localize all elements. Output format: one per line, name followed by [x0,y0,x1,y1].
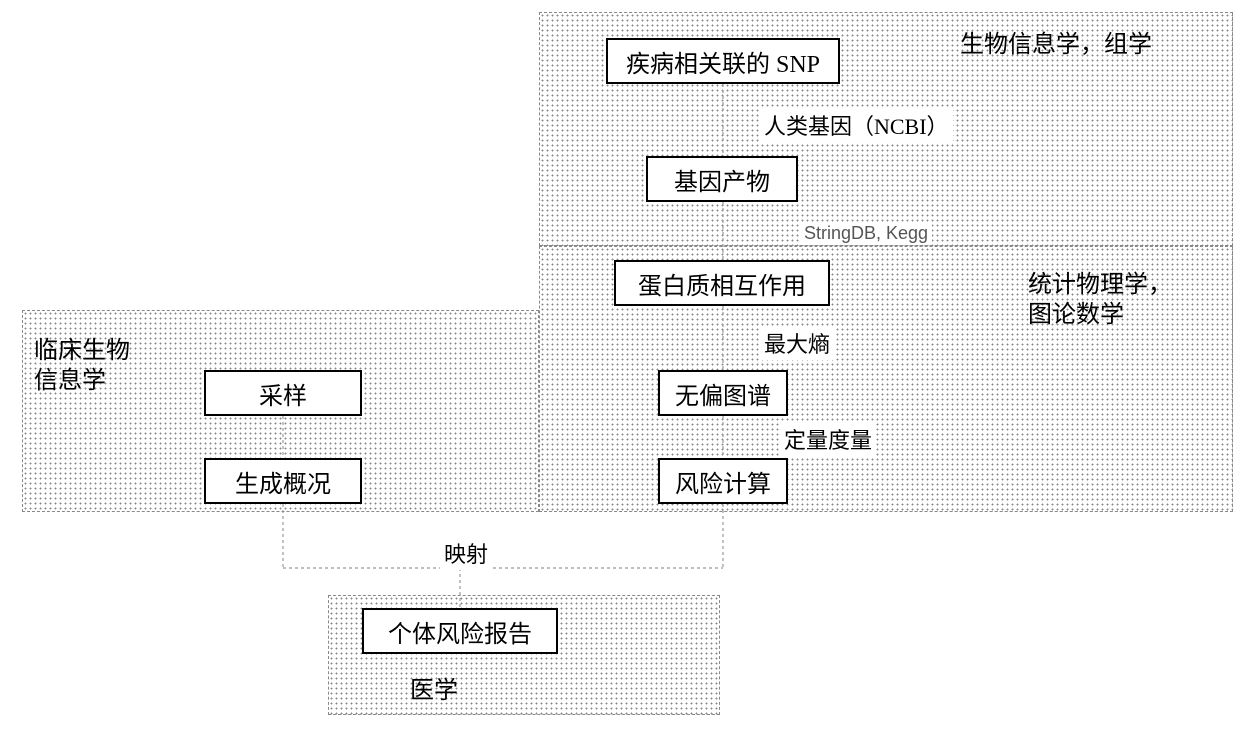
label-medicine: 医学 [410,676,458,706]
edge-label-mapping: 映射 [440,536,492,570]
label-statistical-physics: 统计物理学， 图论数学 [1028,270,1172,330]
node-sampling: 采样 [204,370,362,416]
node-risk-calculation: 风险计算 [658,458,788,504]
edge-label-quantitative-measure: 定量度量 [780,422,876,456]
edge-label-max-entropy: 最大熵 [760,326,834,360]
node-protein-interaction: 蛋白质相互作用 [614,260,830,306]
edge-label-ncbi: 人类基因（NCBI） [760,108,953,142]
node-disease-snp: 疾病相关联的 SNP [606,38,840,84]
label-bioinformatics: 生物信息学，组学 [960,30,1152,60]
label-clinical-bioinformatics: 临床生物 信息学 [34,336,130,396]
node-profile: 生成概况 [204,458,362,504]
node-individual-risk-report: 个体风险报告 [362,608,558,654]
node-unbiased-graph: 无偏图谱 [658,370,788,416]
node-gene-product: 基因产物 [646,156,798,202]
edge-label-stringdb: StringDB, Kegg [800,222,932,245]
